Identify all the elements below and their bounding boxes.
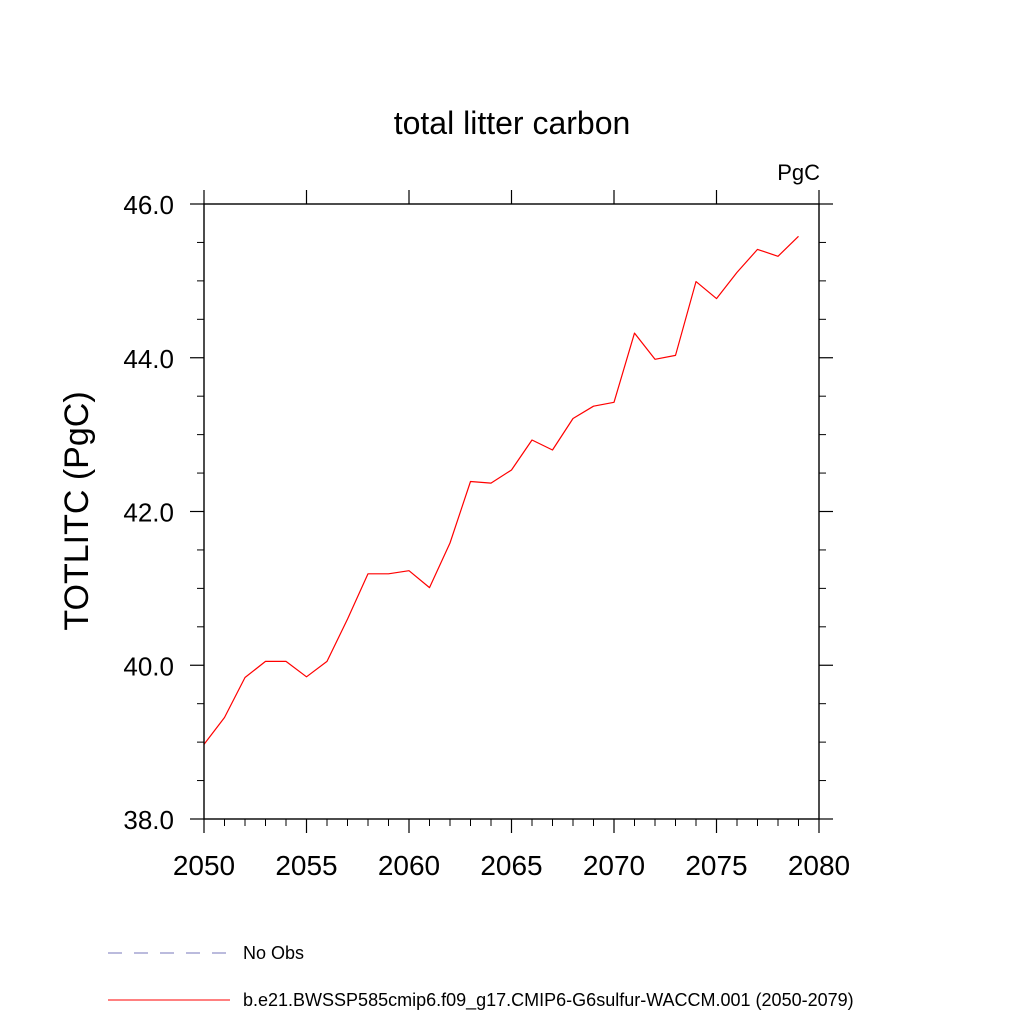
units-label: PgC (777, 160, 820, 185)
x-tick-label-2050: 2050 (173, 850, 235, 881)
legend-label-series: b.e21.BWSSP585cmip6.f09_g17.CMIP6-G6sulf… (243, 990, 854, 1011)
x-tick-label-2065: 2065 (480, 850, 542, 881)
tick-marks (190, 190, 833, 833)
tick-labels: 2050 2055 2060 2065 2070 2075 2080 38.0 40.0 42.0… (123, 190, 850, 881)
y-tick-label-44: 44.0 (123, 344, 174, 374)
y-tick-label-38: 38.0 (123, 805, 174, 835)
series-lines (203, 235, 799, 745)
y-tick-label-40: 40.0 (123, 651, 174, 681)
y-axis-label: TOTLITC (PgC) (58, 391, 96, 630)
plot-frame (203, 203, 820, 820)
x-tick-label-2070: 2070 (583, 850, 645, 881)
legend-label-no-obs: No Obs (243, 943, 304, 963)
legend: No Obs b.e21.BWSSP585cmip6.f09_g17.CMIP6… (108, 943, 854, 1011)
y-tick-label-42: 42.0 (123, 498, 174, 528)
x-tick-label-2060: 2060 (378, 850, 440, 881)
x-tick-label-2075: 2075 (685, 850, 747, 881)
y-tick-label-46: 46.0 (123, 190, 174, 220)
series-line-0 (203, 235, 799, 745)
x-tick-label-2080: 2080 (788, 850, 850, 881)
x-tick-label-2055: 2055 (275, 850, 337, 881)
chart-title: total litter carbon (394, 105, 631, 141)
